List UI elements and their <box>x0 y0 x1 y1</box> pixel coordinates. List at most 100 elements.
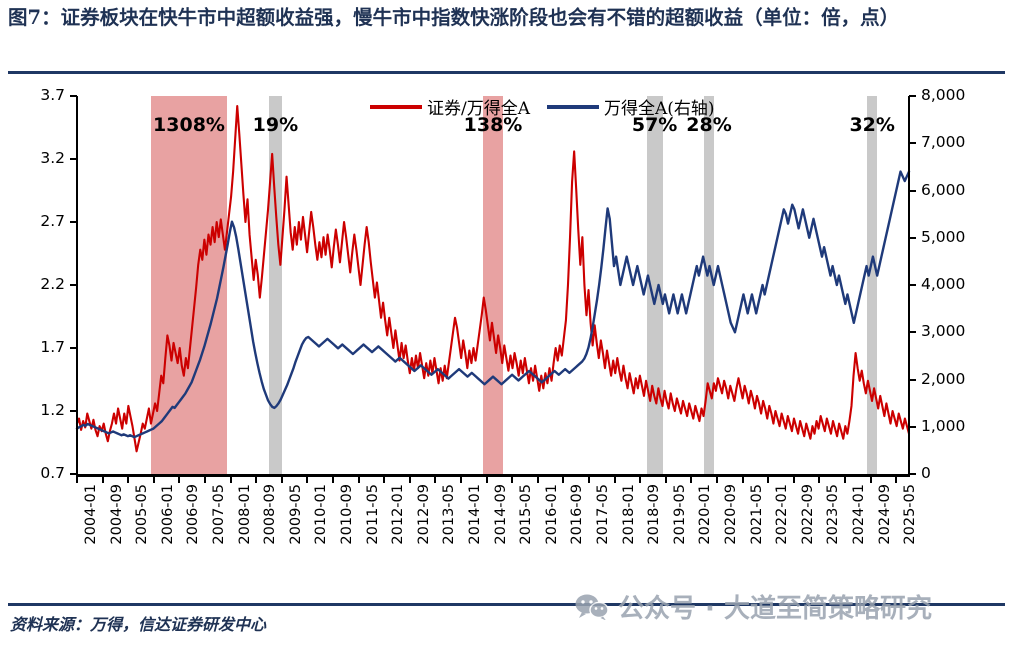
x-axis-label: 2013-05 <box>441 484 458 545</box>
x-axis-label: 2018-01 <box>620 484 637 545</box>
x-tick <box>588 477 590 483</box>
x-axis-label: 2025-05 <box>902 484 919 545</box>
y-axis-right-label: 5,000 <box>921 227 966 246</box>
legend-label: 万得全A(右轴) <box>604 99 715 119</box>
x-axis-label: 2014-09 <box>492 484 509 545</box>
legend-swatch <box>547 104 600 109</box>
y-tick-right <box>909 473 916 475</box>
x-axis-label: 2024-09 <box>876 484 893 545</box>
x-axis-label: 2007-05 <box>211 484 227 545</box>
x-tick <box>485 477 488 483</box>
y-tick-left <box>70 284 77 286</box>
footer-divider <box>8 603 1005 606</box>
y-tick-right <box>909 142 916 145</box>
y-axis-left-label: 2.2 <box>40 275 65 293</box>
x-axis-label: 2012-09 <box>415 484 432 545</box>
x-axis <box>76 474 910 477</box>
x-tick <box>383 477 386 483</box>
x-axis-label: 2022-09 <box>799 484 816 545</box>
x-axis-label: 2008-09 <box>262 484 279 545</box>
x-tick <box>280 477 283 483</box>
y-tick-left <box>70 473 77 475</box>
y-tick-left <box>70 221 77 223</box>
x-tick <box>332 477 334 483</box>
x-tick <box>255 477 258 483</box>
x-tick <box>716 477 718 483</box>
x-tick <box>895 477 898 483</box>
band-label-28pct: 28% <box>686 114 732 136</box>
watermark: 公众号 · 大道至简策略研究 <box>575 588 932 625</box>
highlight-band-32pct <box>867 96 877 474</box>
x-axis-label: 2016-09 <box>569 484 586 545</box>
x-axis-label: 2022-01 <box>774 484 791 545</box>
y-tick-right <box>909 95 916 97</box>
y-axis-right-label: 8,000 <box>921 86 966 104</box>
x-tick <box>613 477 616 483</box>
x-tick <box>639 477 642 483</box>
x-axis-label: 2016-01 <box>543 484 560 545</box>
highlight-band-19pct <box>269 96 282 474</box>
band-label-32pct: 32% <box>849 114 895 136</box>
x-tick <box>306 477 309 483</box>
x-axis-label: 2019-05 <box>671 484 688 545</box>
legend-item[interactable]: 证券/万得全A <box>370 94 530 119</box>
highlight-band-28pct <box>704 96 714 474</box>
x-tick <box>408 477 411 483</box>
band-label-19pct: 19% <box>252 114 299 136</box>
x-tick <box>767 477 770 483</box>
x-tick <box>127 477 130 483</box>
x-tick <box>434 477 437 483</box>
y-axis-right-label: 3,000 <box>921 322 966 341</box>
x-tick <box>357 477 360 483</box>
x-tick <box>152 477 155 483</box>
y-axis-left-label: 1.7 <box>40 338 65 356</box>
y-axis-right-label: 1,000 <box>921 416 966 435</box>
y-axis-right-label: 7,000 <box>921 133 966 152</box>
y-axis-left-label: 3.2 <box>40 149 65 167</box>
highlight-band-1308pct <box>150 96 228 474</box>
x-axis-label: 2008-01 <box>236 484 253 545</box>
y-tick-left <box>70 410 77 412</box>
band-label-1308pct: 1308% <box>153 114 225 136</box>
x-axis-label: 2010-01 <box>313 484 330 545</box>
highlight-band-57pct <box>646 96 663 474</box>
chart-legend: 证券/万得全A 万得全A(右轴) <box>370 94 715 119</box>
x-tick <box>562 477 565 483</box>
x-tick <box>690 477 693 483</box>
x-tick <box>818 477 821 483</box>
legend-item[interactable]: 万得全A(右轴) <box>547 94 715 119</box>
x-tick <box>664 477 667 483</box>
y-axis-left-label: 2.7 <box>40 212 65 230</box>
x-tick <box>536 477 539 483</box>
y-tick-right <box>909 378 916 381</box>
wechat-icon <box>575 594 609 620</box>
series-layer <box>75 105 911 453</box>
figure-title: 图7：证券板块在快牛市中超额收益强，慢牛市中指数快涨阶段也会有不错的超额收益（单… <box>8 6 900 29</box>
y-axis-left-label: 0.7 <box>40 464 65 482</box>
x-axis-label: 2023-05 <box>825 484 842 545</box>
y-axis-left <box>76 96 78 475</box>
x-axis-label: 2004-09 <box>108 484 125 545</box>
y-axis-right-label: 6,000 <box>921 180 966 199</box>
x-tick <box>511 477 514 483</box>
x-tick <box>869 477 872 483</box>
x-axis-label: 2012-01 <box>390 484 407 545</box>
y-axis-left-label: 1.2 <box>40 401 65 419</box>
y-tick-right <box>909 331 916 334</box>
y-axis-right-label: 2,000 <box>921 369 966 388</box>
y-tick-left <box>70 158 77 160</box>
watermark-text: 公众号 · 大道至简策略研究 <box>618 594 932 624</box>
x-axis-label: 2006-09 <box>185 484 202 545</box>
x-axis-label: 2024-01 <box>851 484 867 545</box>
chart-figure: 1308% 19% 138% 57% 28% 32% 0.7 1.2 1.7 2.2 2.7 3.2… <box>0 78 1013 590</box>
y-axis-right-label: 4,000 <box>921 275 966 293</box>
x-axis-label: 2014-01 <box>467 484 483 545</box>
y-tick-right <box>909 284 916 286</box>
x-axis-label: 2011-05 <box>364 484 381 545</box>
y-tick-left <box>70 95 77 97</box>
legend-swatch <box>370 104 422 109</box>
legend-label: 证券/万得全A <box>427 99 531 119</box>
series-line-wind-all-a <box>75 170 911 439</box>
y-axis-left-label: 3.7 <box>40 86 65 104</box>
x-axis-label: 2006-01 <box>159 484 176 545</box>
